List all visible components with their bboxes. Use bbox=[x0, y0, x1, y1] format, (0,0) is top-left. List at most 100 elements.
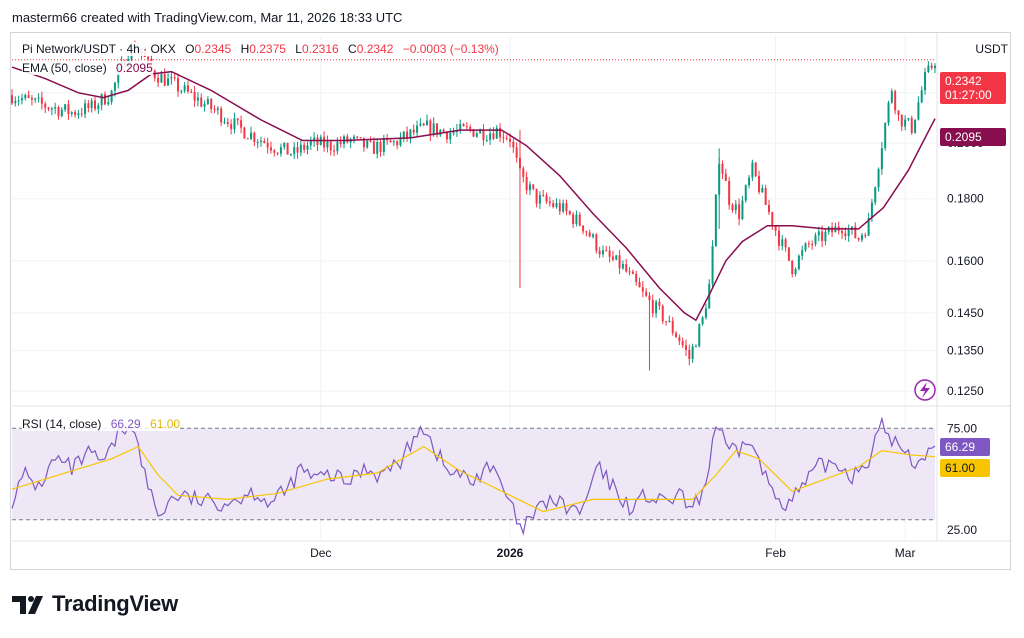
candle-body bbox=[528, 184, 531, 191]
candle-body bbox=[24, 95, 27, 99]
candle-body bbox=[110, 90, 113, 102]
candle-body bbox=[442, 129, 445, 132]
candle-body bbox=[253, 132, 256, 142]
candle-body bbox=[552, 203, 555, 207]
candle-body bbox=[402, 131, 405, 138]
candle-body bbox=[934, 65, 936, 69]
candle-body bbox=[495, 127, 498, 139]
candle-body bbox=[678, 337, 681, 342]
candle-body bbox=[562, 203, 565, 212]
candle-body bbox=[376, 141, 379, 154]
candle-body bbox=[598, 250, 601, 255]
candle-body bbox=[323, 136, 326, 148]
candle-body bbox=[608, 250, 611, 257]
candle-body bbox=[505, 137, 508, 139]
candle-body bbox=[286, 142, 289, 155]
candle-body bbox=[801, 250, 804, 256]
candle-body bbox=[615, 255, 618, 260]
candle-body bbox=[243, 127, 246, 139]
candle-body bbox=[777, 230, 780, 246]
candle-body bbox=[854, 226, 857, 238]
ema-price-tag: 0.2095 bbox=[940, 128, 1006, 146]
currency-label[interactable]: USDT bbox=[975, 42, 1008, 56]
candle-body bbox=[645, 291, 648, 296]
candle-body bbox=[701, 317, 704, 325]
candle-body bbox=[170, 77, 173, 79]
candle-body bbox=[764, 188, 767, 205]
candle-body bbox=[54, 107, 57, 109]
low-value: 0.2316 bbox=[301, 42, 339, 56]
candle-body bbox=[11, 95, 13, 104]
candle-body bbox=[509, 138, 512, 142]
candle-body bbox=[502, 137, 505, 139]
candle-body bbox=[767, 204, 770, 213]
candle-body bbox=[246, 138, 249, 140]
candle-body bbox=[94, 100, 97, 109]
candle-body bbox=[379, 141, 382, 153]
rsi-band bbox=[12, 427, 935, 521]
footer-brand[interactable]: TradingView bbox=[12, 591, 178, 617]
candle-body bbox=[409, 129, 412, 138]
candle-body bbox=[601, 250, 604, 255]
candle-body bbox=[548, 201, 551, 204]
candle-body bbox=[416, 125, 419, 133]
candle-body bbox=[97, 105, 100, 109]
candle-body bbox=[279, 147, 282, 154]
candle-body bbox=[77, 113, 80, 115]
lightning-icon[interactable] bbox=[914, 379, 936, 401]
candle-body bbox=[665, 321, 668, 323]
candle-body bbox=[558, 203, 561, 212]
ema-legend[interactable]: EMA (50, close) 0.2095 bbox=[22, 61, 153, 75]
candle-body bbox=[362, 137, 365, 148]
candle-body bbox=[605, 250, 608, 252]
candle-body bbox=[326, 141, 329, 148]
candle-body bbox=[535, 188, 538, 204]
candle-body bbox=[469, 126, 472, 130]
change-value: −0.0003 (−0.13%) bbox=[402, 42, 499, 56]
candle-body bbox=[628, 271, 631, 273]
candle-body bbox=[684, 345, 687, 350]
rsi-legend[interactable]: RSI (14, close) 66.29 61.00 bbox=[22, 417, 181, 431]
candle-body bbox=[180, 91, 183, 93]
last-price-tag-value: 0.2342 bbox=[945, 74, 982, 88]
candle-body bbox=[900, 114, 903, 127]
candle-body bbox=[269, 147, 272, 151]
candle-body bbox=[804, 243, 807, 251]
candle-body bbox=[90, 100, 93, 108]
candle-body bbox=[167, 78, 170, 86]
candle-body bbox=[117, 69, 120, 83]
candle-body bbox=[930, 65, 933, 69]
time-axis-label: Dec bbox=[310, 546, 331, 560]
candle-body bbox=[910, 118, 913, 133]
candle-body bbox=[748, 177, 751, 186]
candle-body bbox=[465, 126, 468, 128]
candle-body bbox=[658, 301, 661, 306]
candle-body bbox=[233, 118, 236, 130]
candle-body bbox=[399, 137, 402, 146]
candle-body bbox=[64, 104, 67, 110]
candle-body bbox=[499, 127, 502, 138]
candle-body bbox=[236, 118, 239, 121]
brand-name: TradingView bbox=[52, 591, 178, 616]
candle-body bbox=[867, 217, 870, 236]
candle-body bbox=[482, 129, 485, 141]
candle-body bbox=[429, 120, 432, 136]
candle-body bbox=[758, 176, 761, 193]
candle-body bbox=[346, 136, 349, 143]
candle-body bbox=[817, 231, 820, 236]
candle-body bbox=[147, 56, 150, 60]
chart-attribution: masterm66 created with TradingView.com, … bbox=[12, 10, 403, 25]
low-label: L bbox=[295, 42, 302, 56]
candle-body bbox=[289, 154, 292, 156]
rsi-ma-legend-value: 61.00 bbox=[150, 417, 181, 431]
candle-body bbox=[907, 118, 910, 120]
symbol-legend[interactable]: Pi Network/USDT · 4h · OKX O0.2345 H0.23… bbox=[22, 42, 499, 56]
candle-body bbox=[17, 100, 20, 102]
candle-body bbox=[20, 98, 23, 101]
candle-body bbox=[641, 287, 644, 292]
candle-body bbox=[724, 173, 727, 181]
candle-body bbox=[655, 301, 658, 314]
price-tick-label: 0.1800 bbox=[947, 192, 984, 206]
candle-body bbox=[890, 91, 893, 103]
